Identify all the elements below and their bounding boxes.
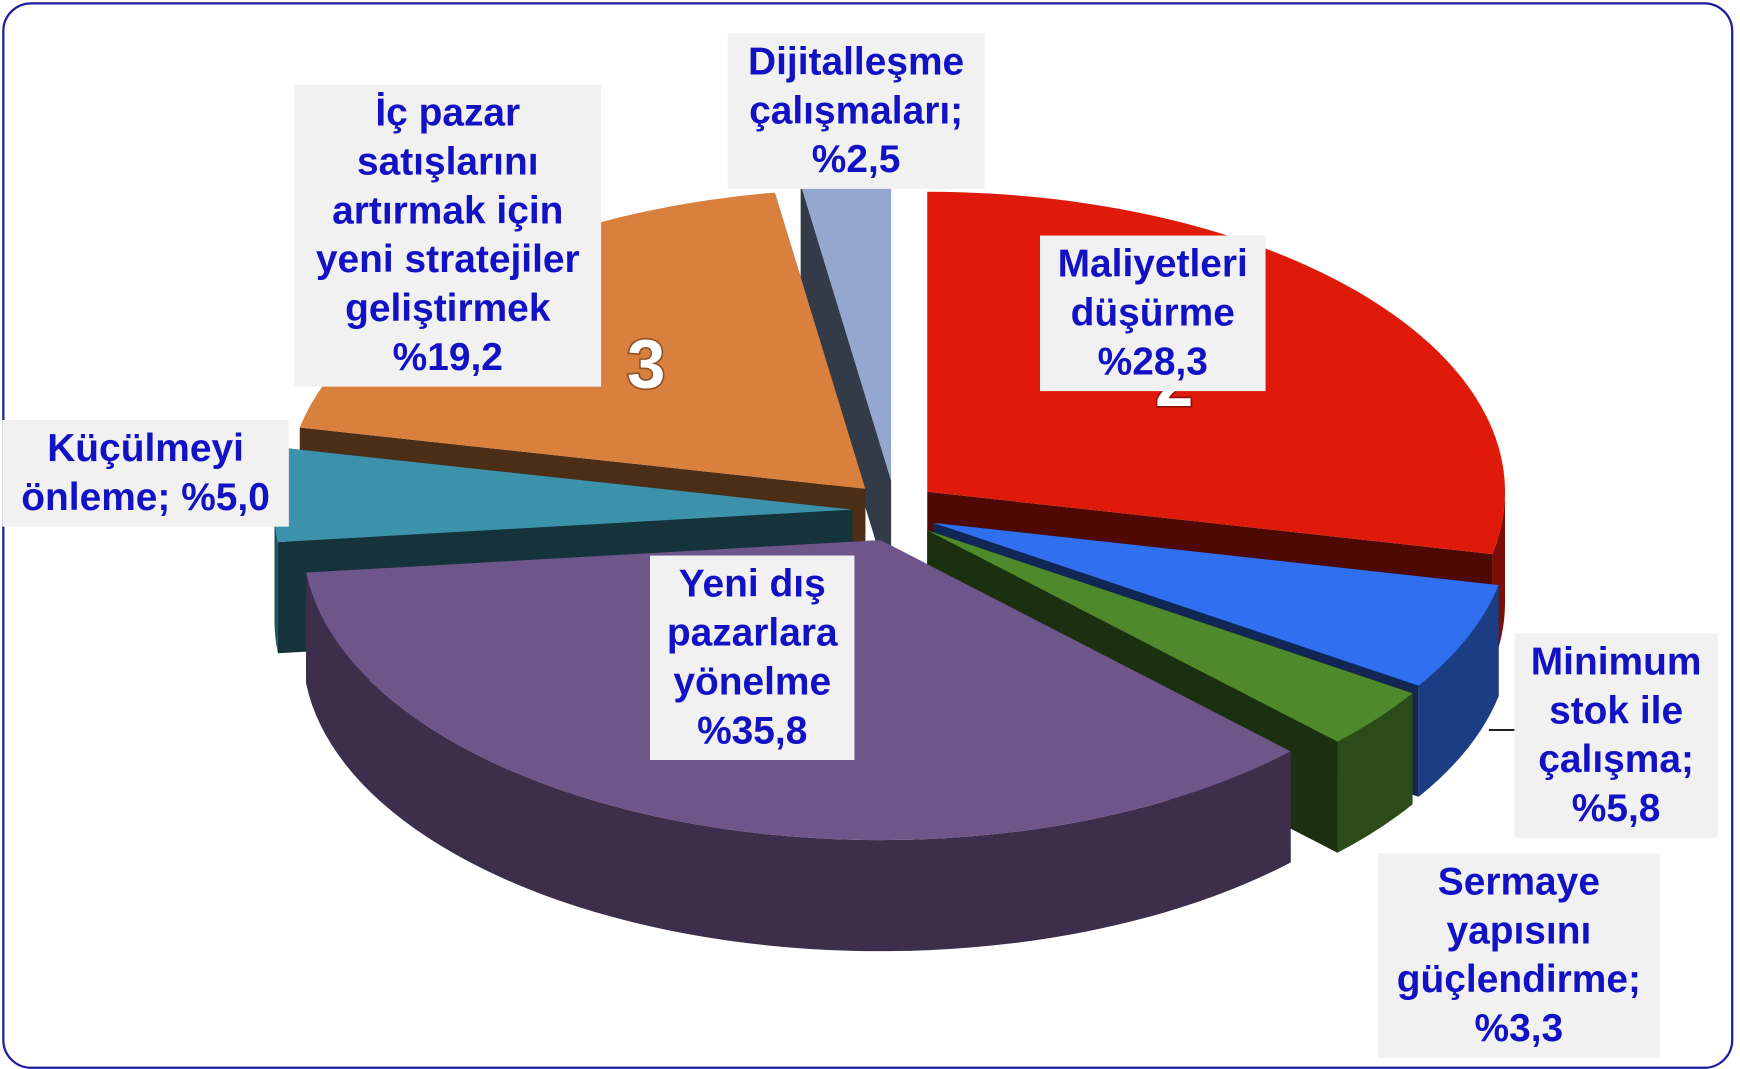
category-label: İç pazar satışlarını artırmak için yeni … [315, 91, 580, 330]
category-label: Minimum stok ile çalışma; [1530, 639, 1702, 782]
label-box: Minimum stok ile çalışma; %5,8 [1514, 633, 1718, 838]
label-box: Sermaye yapısını güçlendirme; %3,3 [1377, 853, 1660, 1058]
label-box: Yeni dış pazarlara yönelme %35,8 [649, 555, 855, 760]
value-label: %2,5 [811, 137, 901, 182]
label-box: Maliyetleri düşürme %28,3 [1039, 235, 1266, 392]
value-label: %19,2 [392, 335, 503, 379]
value-label: %28,3 [1097, 339, 1208, 384]
label-box: Küçülmeyi önleme; %5,0 [2, 419, 289, 527]
rank-label: 3 [627, 326, 665, 403]
value-label: %5,0 [181, 475, 270, 519]
category-label: Küçülmeyi önleme; [21, 426, 244, 519]
slice-side [274, 509, 278, 654]
category-label: Yeni dış pazarlara yönelme [666, 562, 838, 704]
slice [927, 530, 1413, 742]
slice-side [1337, 693, 1413, 853]
value-label: %3,3 [1474, 1006, 1564, 1050]
category-label: Dijitalleşme çalışmaları; [748, 39, 965, 133]
slice [274, 448, 853, 543]
label-box: İç pazar satışlarını artırmak için yeni … [294, 84, 602, 387]
value-label: %35,8 [697, 708, 808, 753]
slice [800, 180, 892, 481]
label-box: Dijitalleşme çalışmaları; %2,5 [727, 33, 985, 189]
slice-side [306, 572, 1291, 952]
value-label: %5,8 [1571, 786, 1661, 830]
slice [933, 522, 1499, 686]
category-label: Sermaye yapısını güçlendirme; [1396, 859, 1641, 1002]
slice-cut-face [800, 184, 892, 592]
category-label: Maliyetleri düşürme [1057, 242, 1248, 335]
slice-side [1418, 585, 1499, 797]
